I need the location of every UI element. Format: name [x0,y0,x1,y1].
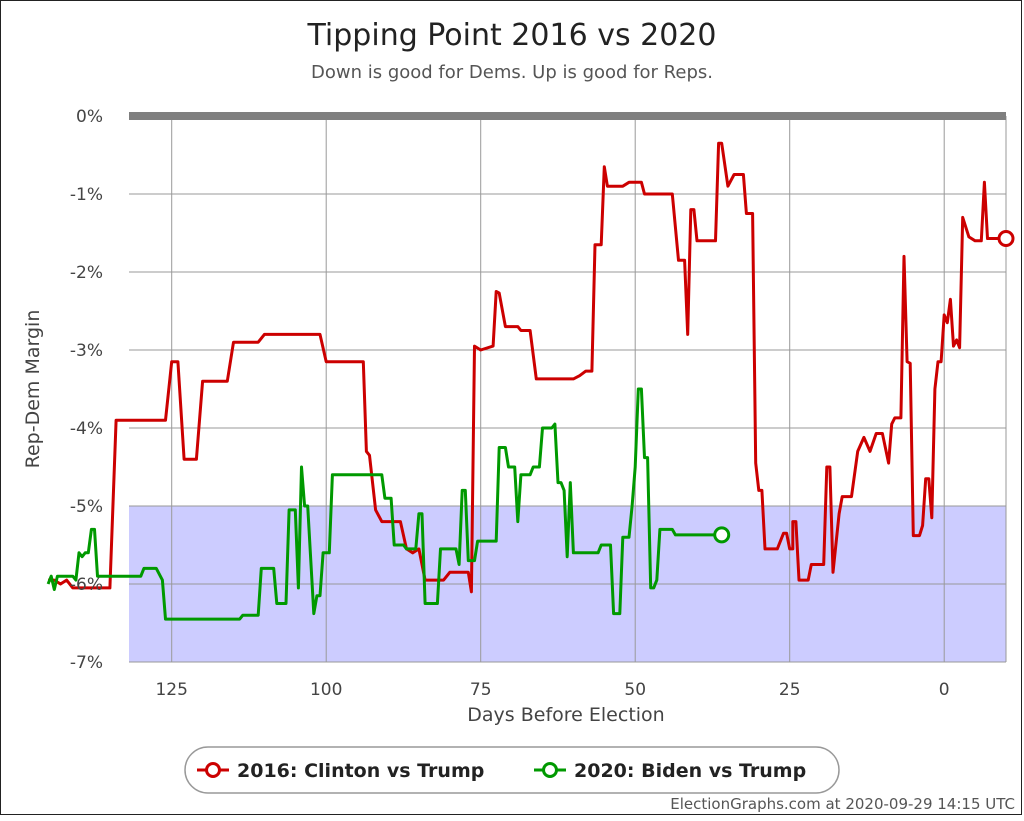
legend-marker-2020 [542,762,558,778]
y-axis-label: Rep-Dem Margin [22,310,44,469]
y-tick-label-4: -4% [70,419,103,439]
x-tick-label-4: 25 [779,680,801,700]
x-tick-labels: 125 100 75 50 25 0 [155,680,949,700]
legend-marker-2016 [205,762,221,778]
series-line-1 [46,387,722,621]
legend-box [184,746,840,794]
y-tick-labels: 0% -1% -2% -3% -4% -5% -6% -7% [70,107,103,673]
x-tick-label-5: 0 [939,680,950,700]
chart-subtitle: Down is good for Dems. Up is good for Re… [311,62,713,83]
legend-item-2016[interactable]: 2016: Clinton vs Trump [197,760,484,782]
plot-area [46,112,1015,663]
legend-item-2020[interactable]: 2020: Biden vs Trump [534,760,806,782]
legend: 2016: Clinton vs Trump 2020: Biden vs Tr… [184,746,840,794]
y-tick-label-5: -5% [70,497,103,517]
series-end-marker-0 [997,229,1015,247]
chart-title: Tipping Point 2016 vs 2020 [307,18,717,53]
y-tick-label-1: -1% [70,185,103,205]
legend-label-2016: 2016: Clinton vs Trump [237,760,484,782]
series-line-0 [48,141,1006,594]
x-tick-label-0: 125 [155,680,187,700]
y-tick-label-0: 0% [76,107,103,127]
x-tick-label-1: 100 [310,680,342,700]
x-tick-label-3: 50 [624,680,646,700]
legend-label-2020: 2020: Biden vs Trump [574,760,806,782]
series-end-marker-1 [713,526,731,544]
x-tick-label-2: 75 [470,680,492,700]
y-tick-label-7: -7% [70,653,103,673]
x-axis-label: Days Before Election [467,704,664,726]
y-tick-label-6: -6% [70,575,103,595]
y-tick-label-3: -3% [70,341,103,361]
credit-text: ElectionGraphs.com at 2020-09-29 14:15 U… [670,795,1015,813]
y-tick-label-2: -2% [70,263,103,283]
